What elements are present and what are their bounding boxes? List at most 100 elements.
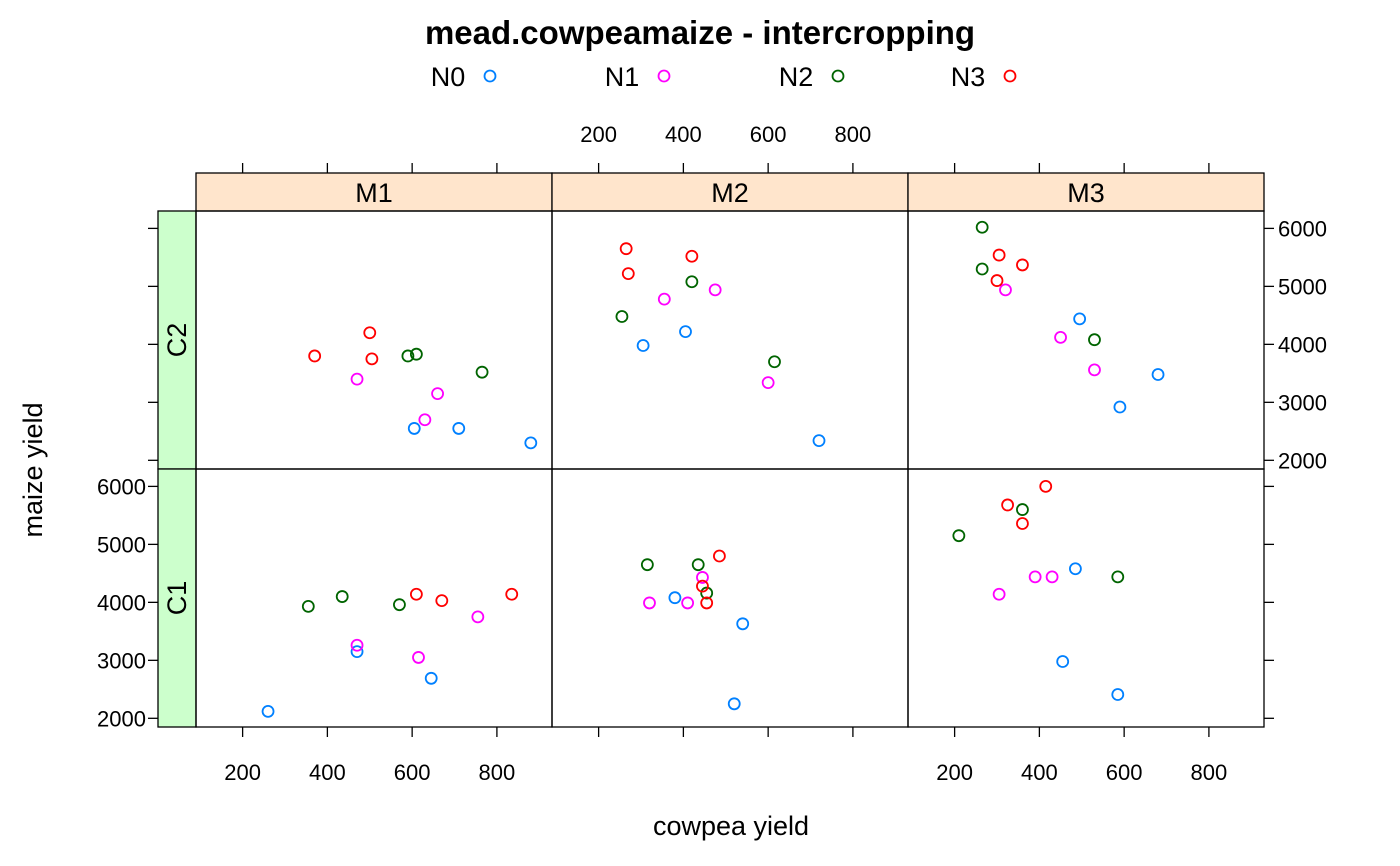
point-m1-c1-n3 <box>505 587 519 601</box>
point-m3-c1-n3 <box>1001 498 1014 512</box>
point-m2-c2-n3 <box>621 267 635 281</box>
point-m2-c1-n1 <box>643 596 656 610</box>
point-m2-c2-n2 <box>768 355 781 369</box>
point-m3-c1-n0 <box>1056 655 1070 668</box>
x-tick-label-bottom: 400 <box>309 760 346 785</box>
point-m3-c2-n0 <box>1113 400 1127 414</box>
axes: 200 400 600 800 200 400 600 800 200 400 600 800 2000… <box>97 122 1327 785</box>
point-m3-c1-n3 <box>1039 479 1053 493</box>
point-m1-c2-n0 <box>452 422 466 435</box>
point-m3-c1-n2 <box>1111 570 1125 584</box>
point-m3-c2-n2 <box>1088 333 1101 347</box>
point-m1-c1-n0 <box>424 671 438 685</box>
x-tick-label-top: 800 <box>835 122 872 147</box>
x-tick-label-bottom: 600 <box>1106 760 1143 785</box>
point-m1-c2-n1 <box>350 372 364 386</box>
point-m2-c2-n3 <box>619 242 633 256</box>
point-m2-c2-n0 <box>812 434 826 447</box>
legend-label-n2: N2 <box>779 62 814 92</box>
point-m2-c1-n2 <box>700 586 714 600</box>
point-m3-c2-n1 <box>1088 363 1101 377</box>
point-m1-c2-n3 <box>365 352 379 366</box>
point-m1-c2-n3 <box>363 326 377 340</box>
point-m1-c1-n2 <box>335 590 349 603</box>
point-m3-c1-n1 <box>1045 570 1059 584</box>
point-m3-c2-n1 <box>1054 330 1067 344</box>
point-m2-c1-n0 <box>668 591 682 605</box>
row-strip-label-c2: C2 <box>162 323 192 358</box>
point-m1-c2-n0 <box>407 422 421 435</box>
row-strip-c1 <box>157 468 197 728</box>
point-m1-c1-n3 <box>435 594 449 608</box>
point-m3-c1-n1 <box>992 587 1006 601</box>
point-m1-c1-n2 <box>393 598 406 612</box>
point-m1-c2-n2 <box>401 349 415 363</box>
x-axis-label: cowpea yield <box>653 811 809 841</box>
point-m1-c1-n2 <box>301 600 315 613</box>
point-m3-c1-n3 <box>1016 517 1029 530</box>
panel-m2-c1 <box>551 468 909 728</box>
point-m1-c2-n1 <box>431 387 444 401</box>
legend-marker-n3 <box>1003 69 1017 83</box>
point-m1-c1-n3 <box>409 587 423 601</box>
panel-m3-c2 <box>907 210 1265 470</box>
column-strip-m2 <box>551 172 909 212</box>
point-m2-c1-n1 <box>696 571 709 584</box>
point-m1-c1-n1 <box>471 610 485 624</box>
point-m2-c2-n0 <box>679 325 692 338</box>
panel-m2-c2 <box>551 210 909 470</box>
point-m1-c1-n1 <box>412 651 425 664</box>
point-m3-c2-n3 <box>1016 258 1029 272</box>
column-strip-m1 <box>195 172 553 212</box>
point-m1-c2-n2 <box>475 365 489 379</box>
point-m2-c2-n0 <box>636 339 650 352</box>
panel-grid: M1 M2 M3 C2 C1 <box>157 172 1265 728</box>
point-m2-c2-n1 <box>708 283 722 297</box>
legend-label-n3: N3 <box>951 62 986 92</box>
point-m3-c2-n3 <box>990 274 1004 287</box>
point-m1-c2-n1 <box>418 413 432 427</box>
legend-label-n0: N0 <box>431 62 466 92</box>
legend-marker-n1 <box>657 69 671 83</box>
point-m2-c1-n0 <box>736 617 750 631</box>
column-strip-label-m2: M2 <box>711 178 749 208</box>
point-m3-c2-n2 <box>975 262 989 276</box>
point-m2-c1-n0 <box>727 697 741 711</box>
point-m2-c1-n2 <box>691 558 705 572</box>
point-m2-c1-n2 <box>640 558 654 572</box>
column-strip-m3 <box>907 172 1265 212</box>
point-m2-c1-n3 <box>713 549 726 563</box>
panel-m1-c2 <box>195 210 553 470</box>
point-m1-c1-n0 <box>350 645 364 659</box>
point-m3-c1-n2 <box>952 529 966 543</box>
x-tick-label-bottom: 200 <box>936 760 973 785</box>
y-tick-label-right: 4000 <box>1278 332 1327 357</box>
y-tick-label-right: 3000 <box>1278 390 1327 415</box>
point-m1-c2-n2 <box>409 347 423 361</box>
legend-label-n1: N1 <box>605 62 640 92</box>
point-m3-c1-n0 <box>1111 688 1125 701</box>
column-strip-label-m3: M3 <box>1067 178 1105 208</box>
point-m3-c2-n2 <box>975 220 989 234</box>
point-m2-c1-n3 <box>696 579 709 593</box>
point-m3-c2-n3 <box>992 248 1006 262</box>
y-tick-label-right: 6000 <box>1278 216 1327 241</box>
y-tick-label-left: 6000 <box>97 474 146 499</box>
point-m3-c1-n0 <box>1069 562 1082 576</box>
x-tick-label-bottom: 800 <box>1191 760 1228 785</box>
point-m1-c1-n0 <box>261 704 275 718</box>
y-tick-label-left: 5000 <box>97 532 146 557</box>
x-tick-label-bottom: 200 <box>224 760 261 785</box>
legend: N0 N1 N2 N3 <box>431 62 1017 92</box>
x-tick-label-bottom: 400 <box>1021 760 1058 785</box>
point-m2-c1-n1 <box>681 596 695 610</box>
x-tick-label-bottom: 800 <box>479 760 516 785</box>
panel-m3-c1 <box>907 468 1265 728</box>
y-tick-label-left: 3000 <box>97 648 146 673</box>
point-m2-c2-n1 <box>761 376 775 390</box>
point-m3-c2-n1 <box>999 283 1012 297</box>
point-m3-c1-n2 <box>1016 503 1029 516</box>
point-m2-c2-n3 <box>685 249 699 263</box>
point-m1-c2-n0 <box>524 436 538 450</box>
point-m1-c1-n1 <box>350 638 364 652</box>
